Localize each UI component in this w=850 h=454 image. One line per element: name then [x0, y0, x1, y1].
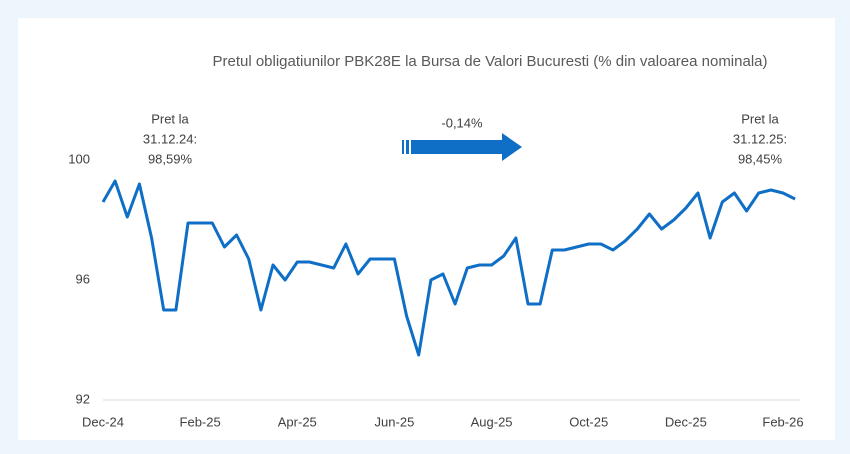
x-tick-label: Oct-25 — [569, 414, 608, 429]
annotation: Pret la — [741, 111, 779, 126]
x-tick-label: Feb-26 — [762, 414, 803, 429]
x-tick-label: Apr-25 — [278, 414, 317, 429]
arrow — [402, 133, 522, 161]
x-tick-label: Dec-25 — [665, 414, 707, 429]
x-tick-label: Jun-25 — [375, 414, 415, 429]
annotation: -0,14% — [441, 115, 483, 130]
annotation: Pret la — [151, 111, 189, 126]
annotation: 98,45% — [738, 151, 783, 166]
y-tick-label: 92 — [76, 391, 90, 406]
chart-title: Pretul obligatiunilor PBK28E la Bursa de… — [212, 53, 767, 70]
annotation: 31.12.24: — [143, 131, 197, 146]
x-tick-label: Feb-25 — [180, 414, 221, 429]
annotation: 98,59% — [148, 151, 193, 166]
x-tick-label: Dec-24 — [82, 414, 124, 429]
panel — [18, 18, 835, 440]
x-tick-label: Aug-25 — [471, 414, 513, 429]
price-line — [101, 179, 796, 357]
y-tick-label: 100 — [68, 151, 90, 166]
annotation: 31.12.25: — [733, 131, 787, 146]
y-tick-label: 96 — [76, 271, 90, 286]
